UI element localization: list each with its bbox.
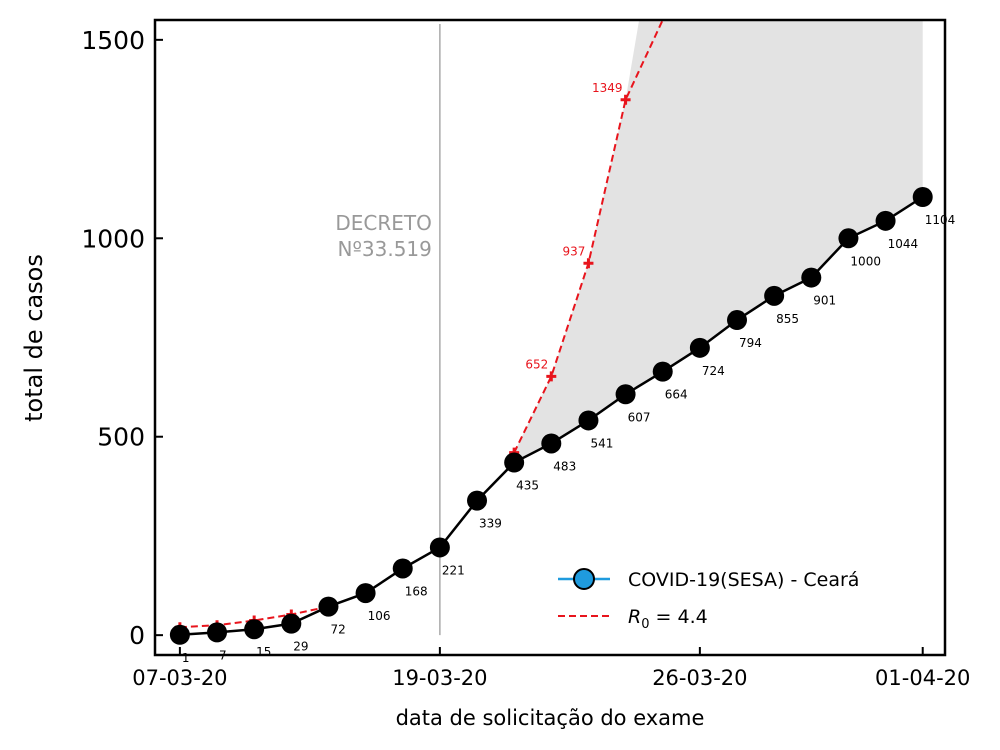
sesa-data-label: 221 <box>442 563 465 577</box>
legend: COVID-19(SESA) - Ceará R0 = 4.4 <box>558 568 859 632</box>
plot-frame <box>153 18 947 657</box>
sesa-point <box>281 613 302 634</box>
sesa-data-label: 664 <box>665 388 688 402</box>
sesa-point <box>392 558 413 579</box>
legend-sesa: COVID-19(SESA) - Ceará <box>628 569 859 591</box>
r0-data-label: 937 <box>563 244 586 258</box>
x-tick-label: 19-03-20 <box>392 666 487 690</box>
sesa-point <box>541 433 562 454</box>
sesa-point <box>355 583 376 604</box>
sesa-point <box>504 452 525 473</box>
sesa-data-label: 855 <box>776 312 799 326</box>
r0-marker <box>583 258 594 269</box>
sesa-point <box>875 210 896 231</box>
x-tick-label: 01-04-20 <box>875 666 970 690</box>
r0-data-label: 1349 <box>592 81 623 95</box>
r0-marker <box>546 371 557 382</box>
sesa-data-label: 106 <box>368 609 391 623</box>
sesa-point <box>727 310 748 331</box>
y-tick-label: 500 <box>97 423 145 452</box>
sesa-point <box>207 622 228 643</box>
sesa-data-label: 541 <box>590 436 613 450</box>
decree-label-line1: DECRETO <box>335 211 432 235</box>
sesa-data-label: 607 <box>628 410 651 424</box>
sesa-data-label: 72 <box>330 623 345 637</box>
y-tick-label: 0 <box>129 621 145 650</box>
sesa-data-label: 724 <box>702 364 725 378</box>
sesa-point <box>801 267 822 288</box>
sesa-data-label: 794 <box>739 336 762 350</box>
r0-data-label: 652 <box>525 357 548 371</box>
sesa-data-label: 29 <box>293 640 308 654</box>
sesa-data-label: 901 <box>813 294 836 308</box>
sesa-data-label: 339 <box>479 517 502 531</box>
projection-gap-area <box>514 20 923 463</box>
legend-marker-sesa <box>573 568 595 590</box>
y-axis-label: total de casos <box>20 254 48 422</box>
sesa-data-label: 1044 <box>888 237 919 251</box>
sesa-point <box>467 490 488 511</box>
sesa-data-label: 15 <box>256 645 271 659</box>
x-tick-label: 07-03-20 <box>132 666 227 690</box>
sesa-point <box>912 187 933 208</box>
sesa-data-label: 435 <box>516 479 539 493</box>
sesa-data-label: 483 <box>553 459 576 473</box>
sesa-point <box>169 624 190 645</box>
sesa-point <box>652 361 673 382</box>
sesa-point <box>764 285 785 306</box>
y-tick-label: 1500 <box>81 26 145 55</box>
sesa-data-label: 1104 <box>925 213 956 227</box>
sesa-data-label: 168 <box>405 584 428 598</box>
sesa-data-label: 1000 <box>850 254 881 268</box>
sesa-point <box>578 410 599 431</box>
x-tick-label: 26-03-20 <box>652 666 747 690</box>
sesa-point <box>615 384 636 405</box>
sesa-point <box>838 228 859 249</box>
sesa-point <box>689 337 710 358</box>
sesa-data-label: 1 <box>182 651 190 665</box>
y-tick-label: 1000 <box>81 224 145 253</box>
r0-marker <box>620 94 631 105</box>
x-axis-label: data de solicitação do exame <box>396 706 705 730</box>
r0-line <box>179 605 329 629</box>
decree-label-line2: Nº33.519 <box>338 237 432 261</box>
sesa-point <box>429 537 450 558</box>
sesa-point <box>244 619 265 640</box>
legend-r0: R0 = 4.4 <box>628 606 708 632</box>
sesa-point <box>318 596 339 617</box>
